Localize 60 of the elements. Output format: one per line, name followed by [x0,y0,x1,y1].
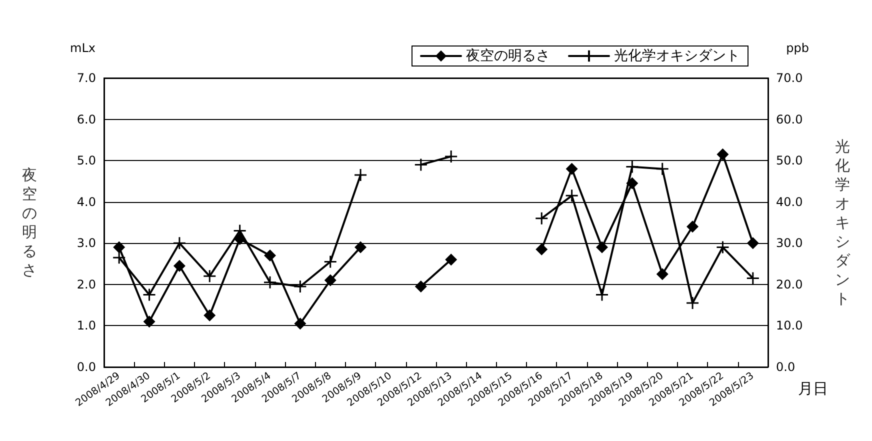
point [716,240,730,254]
point [445,254,458,266]
point [173,260,186,272]
point [534,212,548,226]
point [354,168,368,182]
point [625,160,639,174]
point [626,177,638,190]
legend-label: 光化学オキシダント [614,48,740,64]
point [595,288,609,302]
y2-tick-label: 60.0 [776,112,803,126]
point [414,280,427,292]
point [234,233,246,246]
y-tick-label: 2.0 [76,277,96,292]
point [324,254,338,268]
point [142,288,156,302]
text: ppb [786,41,810,55]
y-tick-label: 3.0 [76,236,96,250]
point [113,241,126,254]
y2-tick-label: 20.0 [776,277,803,292]
y2-tick-label: 50.0 [776,154,803,168]
point [656,162,670,176]
point [746,237,759,250]
point [414,158,428,172]
point [596,241,608,254]
y-tick-label: 4.0 [76,194,96,209]
y2-tick-label: 70.0 [776,71,803,85]
point [566,162,578,175]
point [263,276,277,290]
y2-tick-label: 10.0 [776,318,803,333]
x-axis-title: 月日 [798,380,828,398]
point [204,309,216,322]
point [716,148,729,160]
legend-label: 夜空の明るさ [466,48,550,64]
point [143,316,156,328]
point [324,274,336,286]
point [172,236,186,250]
point [444,150,458,164]
y-tick-label: 5.0 [76,154,96,168]
point [686,220,699,233]
point [112,250,126,264]
y2-tick-label: 30.0 [776,236,803,250]
y-tick-label: 7.0 [76,71,96,85]
point [565,188,579,202]
y-tick-label: 0.0 [76,360,96,374]
text: 光化学オキシダント [835,138,850,308]
y2-tick-label: 40.0 [776,194,803,209]
point [294,318,306,330]
point [202,269,216,283]
y-axis-title: 夜空の明るさ [22,166,37,279]
point [656,268,668,280]
point [293,280,307,294]
point [746,271,760,285]
point [686,296,700,310]
point [354,241,367,254]
y-tick-label: 1.0 [76,318,96,333]
text: mLx [70,41,96,55]
y2-tick-label: 0.0 [776,360,796,374]
point [264,250,276,262]
point [536,243,548,256]
y-tick-label: 6.0 [76,112,96,126]
